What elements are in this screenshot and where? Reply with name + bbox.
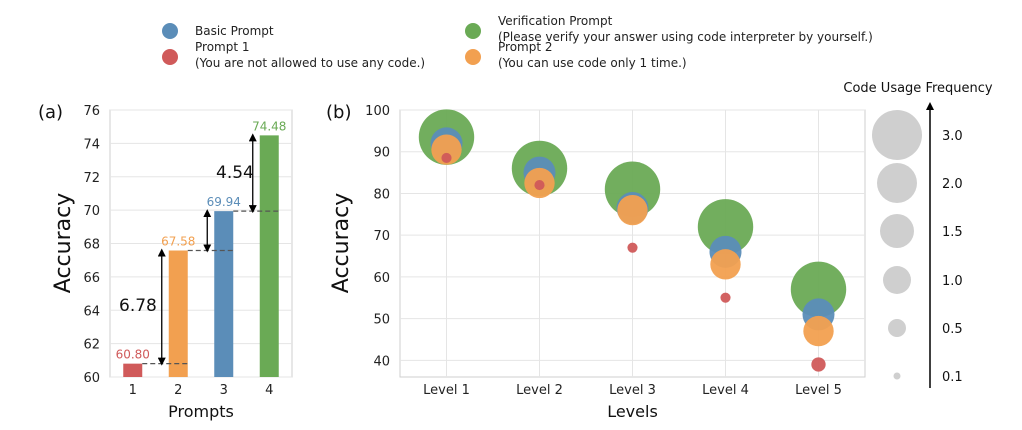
size-legend-value: 1.5 [942, 225, 963, 240]
data-label: 74.48 [252, 119, 286, 133]
x-tick-label: 4 [265, 383, 273, 398]
annotation-4-54: 4.54 [216, 163, 254, 183]
bar [123, 363, 143, 377]
bar [168, 250, 188, 377]
y-axis-label: Accuracy [51, 193, 76, 293]
y-axis-label: Accuracy [329, 193, 354, 293]
size-legend-bubble [872, 110, 922, 160]
y-tick-label: 62 [83, 338, 100, 353]
legend-note: (Please verify your answer using code in… [498, 30, 873, 44]
x-tick-label: 2 [174, 383, 182, 398]
x-tick-label: Level 3 [609, 383, 656, 398]
bubble-point [627, 242, 638, 253]
size-legend-title: Code Usage Frequency [843, 81, 993, 96]
x-tick-label: 3 [220, 383, 228, 398]
x-tick-label: Level 1 [423, 383, 470, 398]
x-tick-label: Level 2 [516, 383, 563, 398]
legend-label: Basic Prompt [195, 24, 274, 38]
bubble-point [617, 194, 648, 226]
panel-label-a: (a) [38, 102, 63, 123]
bubble-point [803, 315, 834, 347]
x-tick-label: Level 5 [795, 383, 842, 398]
y-tick-label: 60 [83, 371, 100, 386]
panel-label-b: (b) [326, 102, 351, 123]
y-tick-label: 60 [373, 271, 390, 286]
legend-label: Verification Prompt [498, 14, 613, 28]
size-legend-value: 2.0 [942, 177, 963, 192]
y-tick-label: 76 [83, 104, 100, 119]
y-tick-label: 90 [373, 146, 390, 161]
size-legend-value: 0.1 [942, 370, 963, 385]
legend-marker-2 [465, 23, 481, 39]
y-tick-label: 68 [83, 238, 100, 253]
data-label: 69.94 [207, 195, 241, 209]
legend-marker-3 [465, 49, 481, 65]
x-tick-label: 1 [129, 383, 137, 398]
y-tick-label: 70 [83, 204, 100, 219]
x-axis-label: Levels [607, 402, 658, 421]
bubble-point [441, 152, 452, 164]
bar [259, 135, 279, 377]
bubble-point [710, 249, 741, 280]
bubble-point [720, 292, 731, 303]
size-legend-bubble [877, 163, 917, 203]
x-tick-label: Level 4 [702, 383, 749, 398]
size-legend-bubble [880, 214, 914, 248]
bubble-point [790, 261, 847, 318]
bubble-point [697, 199, 754, 255]
size-legend-value: 3.0 [942, 129, 963, 144]
y-tick-label: 74 [83, 137, 100, 152]
bubble-point [534, 180, 545, 191]
size-legend-bubble [883, 266, 911, 294]
legend-label: Prompt 1 [195, 40, 250, 54]
size-legend-value: 1.0 [942, 274, 963, 289]
y-tick-label: 72 [83, 171, 100, 186]
data-label: 67.58 [161, 235, 195, 249]
bubble-point [431, 134, 462, 165]
y-tick-label: 50 [373, 313, 390, 328]
legend-note: (You can use code only 1 time.) [498, 56, 687, 70]
legend-marker-0 [162, 23, 178, 39]
size-legend-bubble [888, 319, 906, 337]
bubble-point [811, 357, 826, 372]
size-legend-bubble [893, 372, 901, 380]
legend-label: Prompt 2 [498, 40, 553, 54]
data-label: 60.80 [116, 348, 150, 362]
y-tick-label: 80 [373, 187, 390, 202]
y-tick-label: 64 [83, 304, 100, 319]
y-tick-label: 66 [83, 271, 100, 286]
annotation-6-78: 6.78 [119, 296, 157, 316]
y-tick-label: 40 [373, 354, 390, 369]
legend-marker-1 [162, 49, 178, 65]
x-axis-label: Prompts [168, 402, 234, 421]
legend-note: (You are not allowed to use any code.) [195, 56, 425, 70]
size-legend-value: 0.5 [942, 322, 963, 337]
y-tick-label: 70 [373, 229, 390, 244]
y-tick-label: 100 [365, 104, 390, 119]
bar [214, 211, 234, 377]
